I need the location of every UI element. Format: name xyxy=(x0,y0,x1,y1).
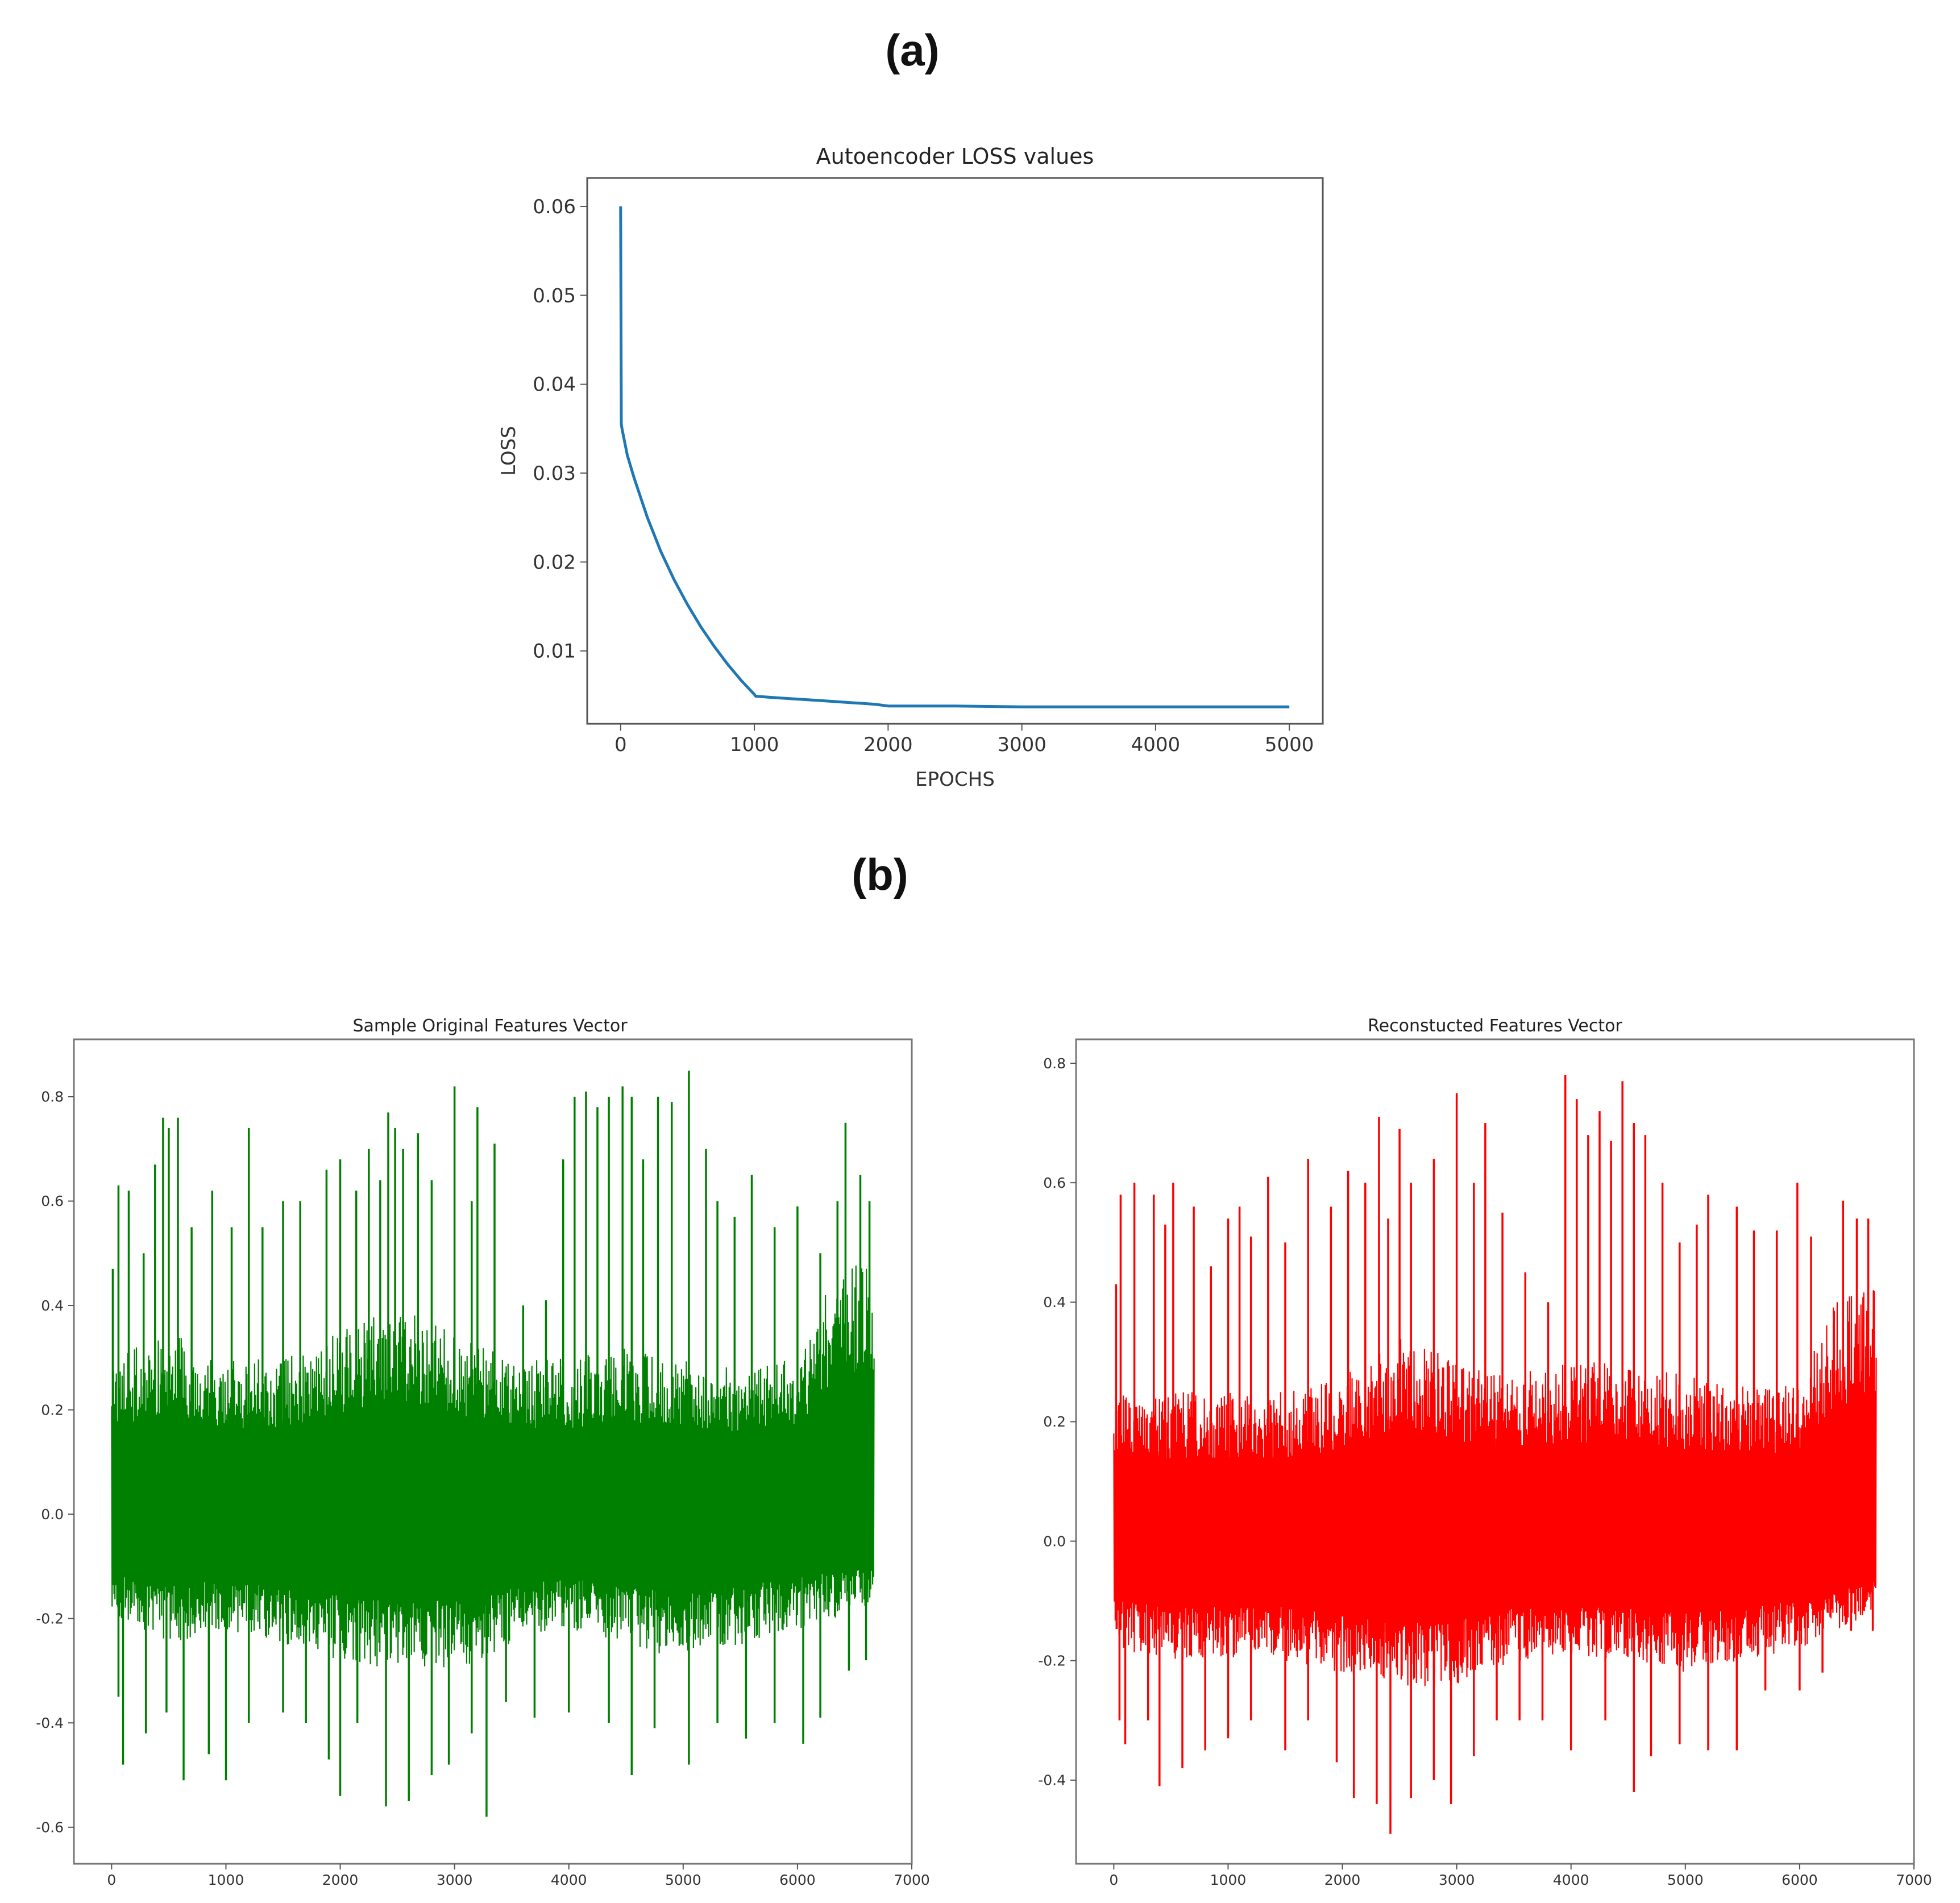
reconstructed-features-frame xyxy=(1075,1038,1915,1865)
original-ytick-label: -0.2 xyxy=(36,1610,64,1627)
original-features-frame xyxy=(73,1038,913,1865)
reconstructed-ytick-label: 0.8 xyxy=(1043,1055,1066,1072)
loss-chart-title: Autoencoder LOSS values xyxy=(816,144,1094,169)
loss-xtick-label: 4000 xyxy=(1131,733,1181,756)
original-ytick-label: 0.8 xyxy=(41,1089,64,1105)
reconstructed-ytick-label: 0.4 xyxy=(1043,1294,1066,1311)
reconstructed-features-ticks: 0 1000 2000 3000 4000 5000 6000 7000 -0.4 -0.2 0.0… xyxy=(1038,1055,1932,1888)
original-features-chart: 0 1000 2000 3000 4000 5000 6000 7000 -0.6 -0.4 -0.… xyxy=(36,1016,930,1888)
reconstructed-xtick-label: 0 xyxy=(1109,1872,1118,1888)
original-xtick-label: 2000 xyxy=(322,1872,359,1888)
original-xtick-label: 5000 xyxy=(665,1872,701,1888)
original-xtick-label: 4000 xyxy=(551,1872,587,1888)
loss-ytick-label: 0.02 xyxy=(533,551,576,574)
loss-ytick-label: 0.05 xyxy=(533,284,576,307)
reconstructed-features-marks xyxy=(1113,1075,1877,1834)
loss-xtick-label: 5000 xyxy=(1265,733,1314,756)
panel-label-b: (b) xyxy=(852,849,908,899)
reconstructed-ytick-label: 0.2 xyxy=(1043,1413,1066,1430)
loss-xtick-label: 2000 xyxy=(863,733,913,756)
loss-xtick-label: 1000 xyxy=(730,733,779,756)
loss-ytick-label: 0.04 xyxy=(533,374,576,396)
reconstructed-xtick-label: 2000 xyxy=(1324,1872,1361,1888)
original-xtick-label: 7000 xyxy=(894,1872,930,1888)
reconstructed-xtick-label: 5000 xyxy=(1667,1872,1704,1888)
loss-chart-marks xyxy=(619,206,1290,708)
reconstructed-xtick-label: 4000 xyxy=(1553,1872,1589,1888)
loss-ytick-label: 0.01 xyxy=(533,640,576,663)
original-features-title: Sample Original Features Vector xyxy=(352,1016,628,1036)
original-features-ticks: 0 1000 2000 3000 4000 5000 6000 7000 -0.6 -0.4 -0.… xyxy=(36,1089,930,1888)
reconstructed-ytick-label: -0.2 xyxy=(1038,1653,1066,1669)
original-ytick-label: 0.6 xyxy=(41,1193,64,1209)
reconstructed-features-title: Reconstucted Features Vector xyxy=(1368,1016,1622,1036)
loss-chart: 0 1000 2000 3000 4000 5000 0.01 0.02 0.03 0.04 0.0… xyxy=(497,144,1324,791)
original-xtick-label: 3000 xyxy=(437,1872,473,1888)
loss-xtick-label: 0 xyxy=(614,733,627,756)
original-ytick-label: 0.4 xyxy=(41,1297,64,1314)
original-xtick-label: 1000 xyxy=(208,1872,244,1888)
loss-chart-ylabel: LOSS xyxy=(497,426,520,476)
loss-ytick-label: 0.06 xyxy=(533,196,576,218)
panel-label-a: (a) xyxy=(885,25,939,75)
reconstructed-ytick-label: -0.4 xyxy=(1038,1772,1066,1789)
reconstructed-xtick-label: 3000 xyxy=(1439,1872,1475,1888)
loss-ytick-label: 0.03 xyxy=(533,462,576,485)
original-xtick-label: 6000 xyxy=(779,1872,816,1888)
original-ytick-label: 0.2 xyxy=(41,1402,64,1418)
original-ytick-label: -0.4 xyxy=(36,1715,64,1731)
loss-chart-ticks: 0 1000 2000 3000 4000 5000 0.01 0.02 0.03 0.04 0.0… xyxy=(533,196,1314,756)
loss-xtick-label: 3000 xyxy=(997,733,1047,756)
loss-series-line xyxy=(619,206,1290,708)
original-features-marks xyxy=(111,1071,875,1817)
reconstructed-ytick-label: 0.0 xyxy=(1043,1533,1066,1549)
original-xtick-label: 0 xyxy=(107,1872,116,1888)
loss-chart-xlabel: EPOCHS xyxy=(915,768,995,791)
reconstructed-xtick-label: 6000 xyxy=(1782,1872,1818,1888)
reconstructed-xtick-label: 7000 xyxy=(1896,1872,1932,1888)
original-ytick-label: -0.6 xyxy=(36,1819,64,1836)
reconstructed-xtick-label: 1000 xyxy=(1210,1872,1247,1888)
reconstructed-series-line xyxy=(1113,1290,1877,1686)
reconstructed-features-chart: 0 1000 2000 3000 4000 5000 6000 7000 -0.4 -0.2 0.0… xyxy=(1038,1016,1932,1888)
loss-chart-frame xyxy=(586,177,1324,725)
original-ytick-label: 0.0 xyxy=(41,1506,64,1523)
reconstructed-ytick-label: 0.6 xyxy=(1043,1175,1066,1191)
